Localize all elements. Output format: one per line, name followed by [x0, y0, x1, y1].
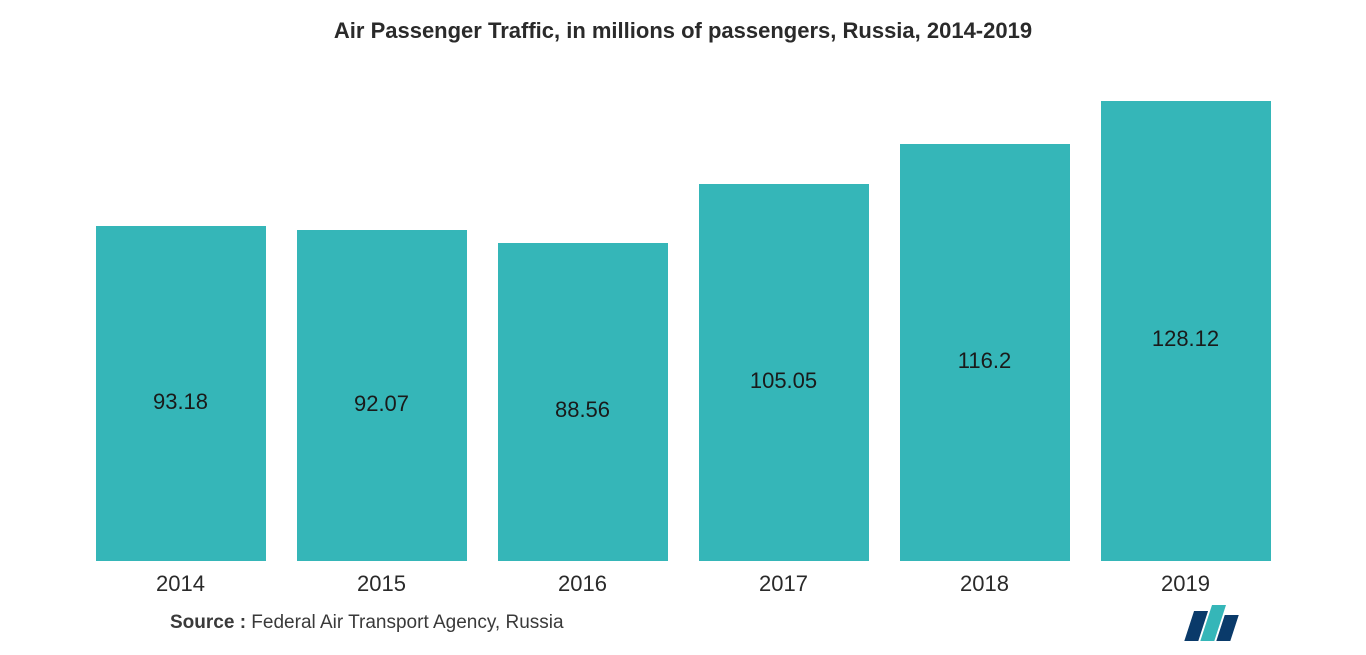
- bar-column: 105.05: [697, 84, 870, 561]
- x-axis-label: 2019: [1099, 571, 1272, 597]
- bar: 116.2: [900, 144, 1070, 561]
- x-axis-label: 2016: [496, 571, 669, 597]
- bar: 92.07: [297, 230, 467, 561]
- chart-footer: Source : Federal Air Transport Agency, R…: [60, 597, 1306, 655]
- bar-column: 116.2: [898, 84, 1071, 561]
- bar-value-label: 116.2: [958, 347, 1011, 373]
- source-label: Source :: [170, 612, 246, 633]
- x-axis-label: 2015: [295, 571, 468, 597]
- bar: 128.12: [1101, 101, 1271, 561]
- source-text: Federal Air Transport Agency, Russia: [246, 612, 564, 633]
- bar-column: 128.12: [1099, 84, 1272, 561]
- bar-column: 88.56: [496, 84, 669, 561]
- bar-value-label: 128.12: [1152, 326, 1219, 352]
- bar-value-label: 88.56: [555, 397, 610, 423]
- bar: 93.18: [96, 226, 266, 561]
- x-axis-labels: 2014 2015 2016 2017 2018 2019: [60, 561, 1306, 597]
- brand-logo-icon: [1182, 605, 1246, 641]
- source-line: Source : Federal Air Transport Agency, R…: [170, 612, 564, 634]
- chart-title: Air Passenger Traffic, in millions of pa…: [60, 18, 1306, 44]
- bar-value-label: 105.05: [750, 367, 817, 393]
- bar-plot-area: 93.18 92.07 88.56 105.05 116.2 128.12: [60, 84, 1306, 561]
- bar-column: 92.07: [295, 84, 468, 561]
- bar: 105.05: [699, 184, 869, 561]
- bar-value-label: 92.07: [354, 390, 409, 416]
- chart-container: Air Passenger Traffic, in millions of pa…: [0, 0, 1366, 655]
- bar-value-label: 93.18: [153, 388, 208, 414]
- x-axis-label: 2018: [898, 571, 1071, 597]
- bar-column: 93.18: [94, 84, 267, 561]
- x-axis-label: 2014: [94, 571, 267, 597]
- x-axis-label: 2017: [697, 571, 870, 597]
- bar: 88.56: [498, 243, 668, 561]
